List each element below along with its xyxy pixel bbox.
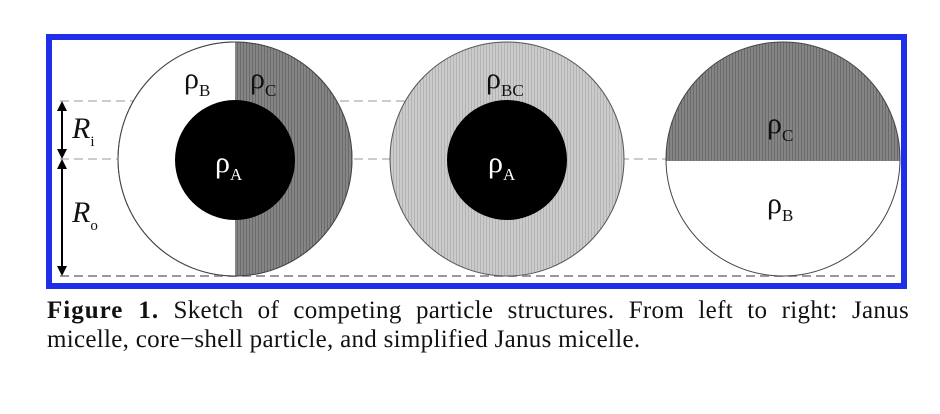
- core-shell-label-rho-a: ρA: [488, 146, 516, 184]
- simplified-janus-top-half: [666, 42, 900, 161]
- ro-arrow-head-top: [57, 159, 67, 169]
- ri-arrow-head-top: [57, 101, 67, 111]
- janus-shell-border: [117, 41, 353, 277]
- label-r-o: Ro: [71, 196, 98, 234]
- janus-core: [175, 100, 295, 220]
- janus-label-rho-a: ρA: [215, 146, 243, 184]
- ro-arrow-head-bottom: [57, 266, 67, 276]
- figure-caption: Figure 1. Sketch of competing particle s…: [47, 296, 909, 354]
- core-shell-label-rho-bc: ρBC: [486, 62, 524, 100]
- simplified-janus-border: [665, 41, 901, 277]
- label-r-i: Ri: [71, 112, 95, 150]
- simplified-label-rho-c: ρC: [767, 107, 793, 145]
- ri-arrow-head-bottom: [57, 149, 67, 159]
- janus-label-rho-b: ρB: [184, 62, 210, 100]
- caption-text: Sketch of competing particle structures.…: [47, 297, 909, 353]
- janus-micelle: ρB ρC ρA: [117, 41, 353, 277]
- janus-label-rho-c: ρC: [250, 62, 276, 100]
- radius-dimensions: Ri Ro: [57, 101, 98, 276]
- core-shell-particle: ρBC ρA: [389, 41, 625, 277]
- figure-diagram: ρB ρC ρA ρBC ρA ρC ρB Ri Ro: [46, 34, 907, 289]
- simplified-label-rho-b: ρB: [767, 187, 793, 225]
- core-shell-core: [447, 100, 567, 220]
- simplified-janus-micelle: ρC ρB: [665, 41, 901, 277]
- caption-label: Figure 1.: [47, 297, 160, 324]
- figure-frame: [46, 34, 907, 289]
